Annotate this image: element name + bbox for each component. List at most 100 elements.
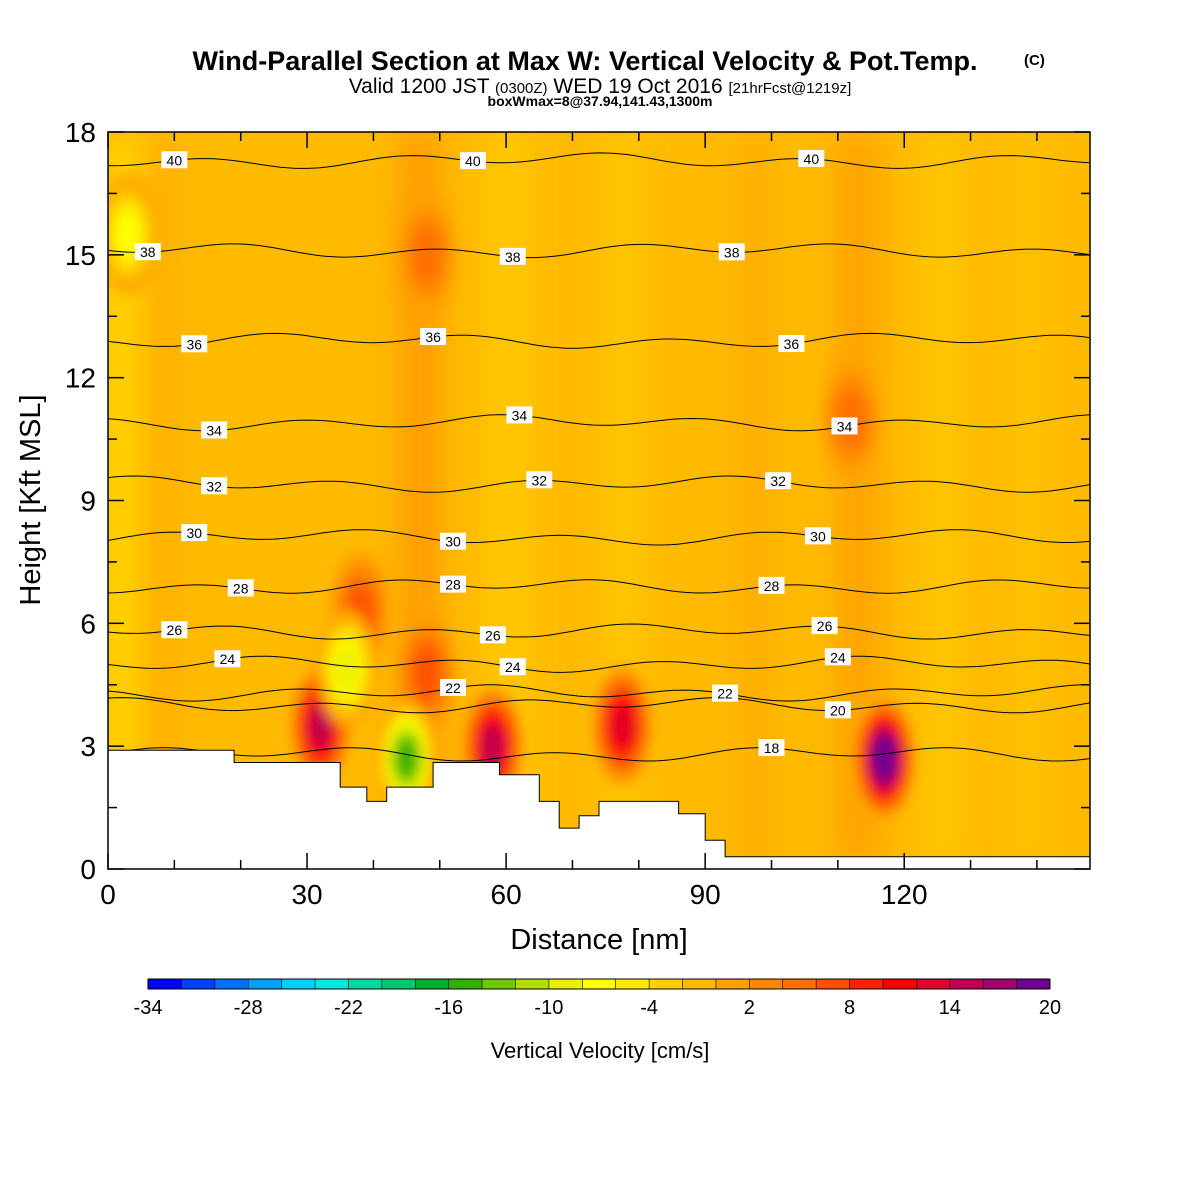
svg-text:32: 32 [206, 478, 222, 494]
theta-label-40-2: 40 [798, 149, 825, 167]
theta-label-22-0: 22 [440, 679, 467, 697]
velocity-band-5 [738, 132, 772, 869]
theta-contour-38 [108, 243, 1090, 259]
colorbar-swatch-11 [515, 979, 550, 989]
svg-text:34: 34 [206, 423, 222, 439]
svg-text:40: 40 [465, 153, 481, 169]
svg-text:28: 28 [764, 578, 780, 594]
velocity-band-7 [924, 132, 958, 869]
theta-contour-18 [108, 747, 1090, 762]
colorbar-swatch-10 [482, 979, 516, 989]
colorbar-swatch-4 [281, 979, 316, 989]
svg-text:36: 36 [784, 336, 800, 352]
colorbar-swatch-20 [816, 979, 851, 989]
x-tick-label-60: 60 [491, 879, 522, 910]
x-tick-label-90: 90 [690, 879, 721, 910]
colorbar-swatch-19 [782, 979, 817, 989]
x-tick-label-0: 0 [100, 879, 116, 910]
colorbar-swatch-12 [548, 979, 583, 989]
svg-text:26: 26 [485, 627, 501, 643]
colorbar-swatch-1 [181, 979, 216, 989]
colorbar-swatch-23 [916, 979, 951, 989]
colorbar-swatch-21 [849, 979, 884, 989]
svg-text:28: 28 [445, 577, 461, 593]
colorbar-tick-2: 2 [744, 997, 755, 1019]
y-tick-label-15: 15 [65, 240, 96, 271]
theta-label-38-2: 38 [718, 243, 745, 261]
theta-label-34-1: 34 [506, 406, 533, 424]
svg-text:40: 40 [804, 151, 820, 167]
colorbar-swatch-16 [682, 979, 717, 989]
y-axis: 0 36 9 12 15 18 [65, 117, 1090, 885]
theta-label-28-1: 28 [440, 575, 467, 593]
y-tick-label-18: 18 [65, 117, 96, 148]
theta-label-34-2: 34 [831, 417, 858, 435]
colorbar-tick-20: 20 [1039, 997, 1061, 1019]
svg-text:34: 34 [837, 418, 853, 434]
theta-label-24-2: 24 [824, 648, 851, 666]
y-tick-label-0: 0 [80, 854, 96, 885]
colorbar-tick--34: -34 [134, 997, 163, 1019]
updraft-cell-2 [592, 665, 653, 786]
updraft-cell-3 [854, 698, 915, 819]
theta-label-24-1: 24 [499, 658, 526, 676]
svg-text:32: 32 [770, 473, 786, 489]
theta-contour-34 [108, 414, 1090, 432]
terrain-mask [108, 749, 1090, 869]
downdraft-cell-0 [376, 698, 437, 819]
theta-label-34-0: 34 [201, 421, 228, 439]
theta-label-26-1: 26 [479, 626, 506, 644]
svg-text:28: 28 [233, 580, 249, 596]
chart-title: Wind-Parallel Section at Max W: Vertical… [193, 46, 978, 76]
x-tick-label-120: 120 [881, 879, 928, 910]
theta-label-30-2: 30 [804, 527, 831, 545]
velocity-band-8 [1010, 132, 1044, 869]
theta-label-28-0: 28 [227, 579, 254, 597]
colorbar-swatch-15 [649, 979, 684, 989]
svg-text:26: 26 [817, 618, 833, 634]
valid-date: WED 19 Oct 2016 [553, 75, 722, 98]
colorbar-swatch-17 [715, 979, 750, 989]
svg-text:38: 38 [140, 244, 156, 260]
svg-text:26: 26 [167, 622, 183, 638]
colorbar-swatch-2 [214, 979, 249, 989]
downdraft-cell-2 [108, 174, 158, 295]
theta-label-30-1: 30 [440, 532, 467, 550]
valid-prefix: Valid 1200 JST [349, 75, 490, 98]
colorbar-tick-8: 8 [844, 997, 855, 1019]
theta-label-24-0: 24 [214, 650, 241, 668]
valid-utc: (0300Z) [495, 80, 548, 97]
valid-line: Valid 1200 JST (0300Z) WED 19 Oct 2016 [… [349, 75, 852, 98]
svg-text:18: 18 [764, 740, 780, 756]
y-tick-label-9: 9 [80, 486, 96, 517]
y-tick-label-12: 12 [65, 363, 96, 394]
svg-text:34: 34 [512, 407, 528, 423]
theta-label-40-1: 40 [459, 152, 486, 170]
box-info: boxWmax=8@37.94,141.43,1300m [488, 93, 713, 109]
title-mark: (C) [1024, 52, 1045, 69]
colorbar-tick--4: -4 [640, 997, 658, 1019]
y-tick-label-6: 6 [80, 608, 96, 639]
colorbar-swatch-22 [882, 979, 917, 989]
theta-contour-28 [108, 579, 1090, 594]
svg-text:30: 30 [445, 534, 461, 550]
colorbar-tick-14: 14 [939, 997, 961, 1019]
svg-text:40: 40 [167, 152, 183, 168]
colorbar-swatch-14 [615, 979, 650, 989]
colorbar-tick--22: -22 [334, 997, 363, 1019]
colorbar: -34 -28 -22 -16 -10 -4 2 8 14 20 [134, 978, 1061, 1019]
colorbar-swatch-13 [582, 979, 617, 989]
updraft-cell-6 [396, 194, 457, 315]
colorbar-tick--10: -10 [534, 997, 563, 1019]
svg-text:20: 20 [830, 702, 846, 718]
svg-text:32: 32 [531, 472, 547, 488]
colorbar-swatch-3 [248, 979, 283, 989]
velocity-cells [108, 174, 915, 819]
theta-contour-36 [108, 332, 1090, 349]
colorbar-swatch-8 [415, 979, 450, 989]
theta-label-28-2: 28 [758, 576, 785, 594]
theta-label-38-1: 38 [499, 247, 526, 265]
theta-label-20-0: 20 [824, 701, 851, 719]
